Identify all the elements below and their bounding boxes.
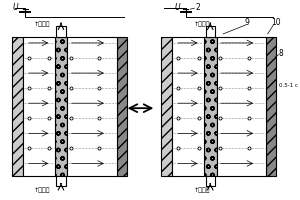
Bar: [117, 37, 127, 176]
Text: ↑再生液: ↑再生液: [194, 21, 210, 27]
Bar: [67, 37, 117, 176]
Bar: [172, 37, 204, 176]
Text: U: U: [13, 3, 18, 12]
Bar: [206, 176, 215, 186]
Bar: [12, 37, 22, 176]
Text: ↑再生液: ↑再生液: [194, 187, 210, 193]
Bar: [217, 37, 266, 176]
Bar: [56, 26, 66, 37]
Text: 9: 9: [244, 18, 249, 27]
Text: U: U: [174, 3, 180, 12]
Bar: [204, 37, 217, 176]
Bar: [266, 37, 276, 176]
Text: ↑渗透液: ↑渗透液: [34, 21, 50, 27]
Bar: [206, 26, 215, 37]
Text: 0.5-1 c: 0.5-1 c: [279, 83, 298, 88]
Text: 2: 2: [195, 3, 200, 12]
Text: 8: 8: [279, 49, 283, 58]
Bar: [22, 37, 55, 176]
Text: ↑原料液: ↑原料液: [34, 187, 50, 193]
Bar: [161, 37, 172, 176]
Bar: [56, 176, 66, 186]
Text: 10: 10: [271, 18, 281, 27]
Bar: [55, 37, 67, 176]
